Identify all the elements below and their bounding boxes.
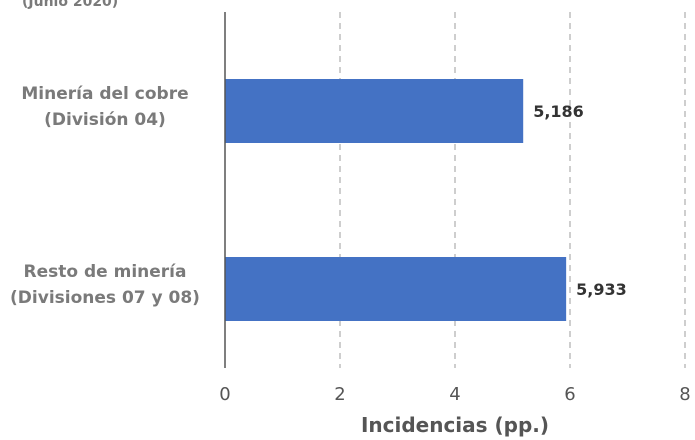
- bars-layer: [225, 79, 567, 321]
- x-tick-label: 6: [564, 384, 575, 405]
- data-label: 5,933: [576, 280, 627, 299]
- category-label: (División 04): [44, 110, 166, 130]
- category-label: Minería del cobre: [21, 84, 188, 104]
- x-tick-label: 2: [334, 384, 345, 405]
- x-tick-label: 0: [219, 384, 230, 405]
- x-tick-label: 4: [449, 384, 460, 405]
- x-axis-title: Incidencias (pp.): [361, 413, 549, 437]
- bar: [225, 257, 567, 321]
- grid-layer: [339, 12, 686, 368]
- chart-subtitle: (Junio 2020): [22, 0, 118, 10]
- x-tick-label: 8: [679, 384, 690, 405]
- axis-layer: 0 2 4 6 8: [219, 12, 691, 405]
- category-label: Resto de minería: [24, 262, 187, 282]
- bar: [225, 79, 524, 143]
- data-label: 5,186: [533, 102, 584, 121]
- category-label: (Divisiones 07 y 08): [10, 288, 200, 308]
- labels-layer: 5,186 Minería del cobre (División 04) 5,933…: [10, 84, 627, 308]
